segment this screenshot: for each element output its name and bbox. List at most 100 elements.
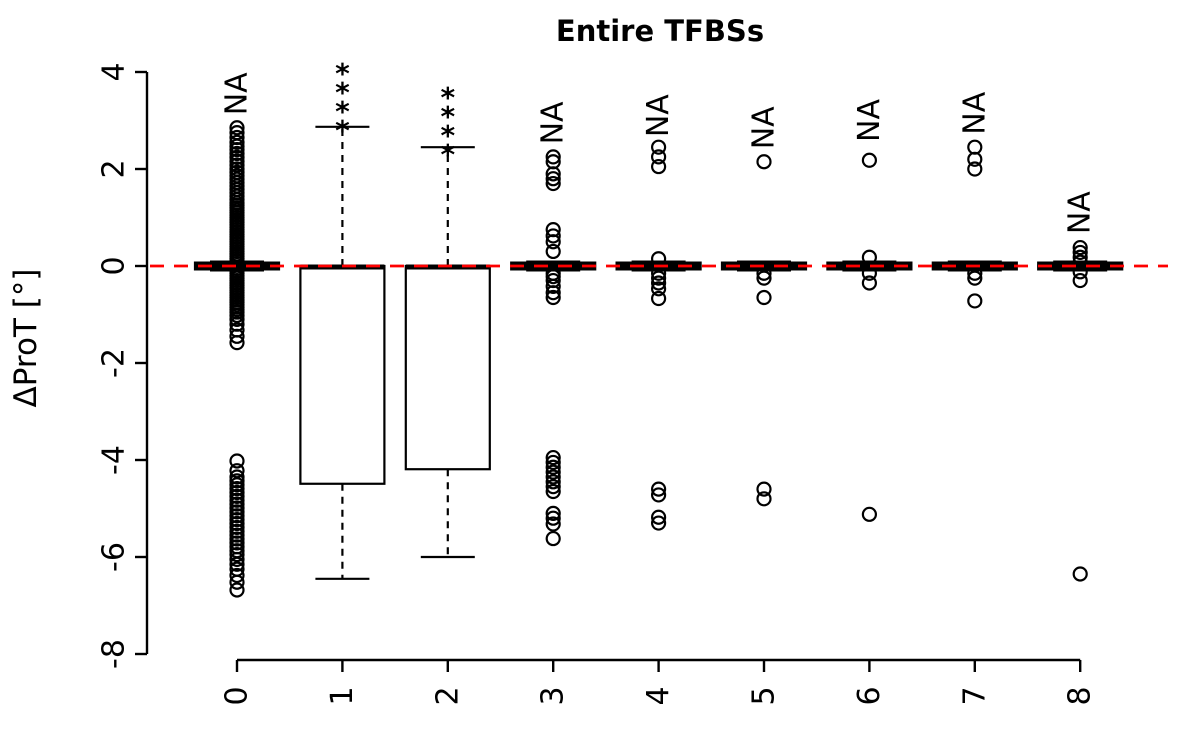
- significance-star: *: [440, 138, 455, 171]
- box-group-1: ****: [299, 57, 386, 580]
- na-label: NA: [747, 106, 782, 149]
- na-label: NA: [641, 94, 676, 137]
- y-tick-label: 2: [97, 159, 132, 178]
- box-group-2: ****: [404, 81, 491, 559]
- outlier-point: [545, 464, 561, 480]
- outlier-point: [967, 151, 983, 167]
- outlier-point: [650, 139, 667, 155]
- box-group-7: NA: [931, 91, 1018, 309]
- significance-star: *: [335, 114, 350, 147]
- significance-star: *: [335, 57, 350, 90]
- outlier-point: [650, 515, 667, 531]
- chart-title: Entire TFBSs: [556, 14, 764, 48]
- outlier-point: [967, 270, 983, 286]
- plot-area: 420-2-4-6-80 1 2 3 4 5 6 7 8NA ********NA NA NA NA NA…: [97, 57, 1168, 706]
- outlier-point: [1072, 272, 1088, 289]
- x-tick-label: 2: [430, 686, 465, 705]
- outlier-point: [861, 265, 878, 281]
- box-group-8: NA: [1037, 191, 1124, 582]
- x-tick-label: 6: [852, 686, 887, 705]
- outlier-point: [545, 474, 561, 490]
- significance-star: *: [335, 76, 350, 109]
- outlier-point: [229, 311, 245, 327]
- outlier-point: [545, 510, 561, 526]
- outlier-point: [229, 567, 245, 584]
- outlier-point: [545, 469, 561, 485]
- box-rect: [404, 264, 491, 471]
- x-tick-label: 0: [220, 686, 255, 705]
- outlier-point: [229, 335, 245, 351]
- outlier-point: [545, 454, 561, 471]
- outlier-point: [967, 293, 983, 309]
- x-tick-label: 5: [747, 686, 782, 705]
- box-group-6: NA: [826, 99, 913, 522]
- outlier-point: [1072, 244, 1088, 261]
- outlier-point: [545, 285, 561, 301]
- outlier-point: [756, 491, 772, 507]
- significance-star: *: [440, 100, 455, 133]
- outlier-point: [545, 289, 561, 306]
- outlier-point: [756, 289, 772, 306]
- significance-star: *: [440, 119, 455, 152]
- outlier-point: [545, 278, 561, 294]
- box-group-0: NA: [193, 72, 281, 598]
- y-tick-label: -2: [97, 348, 132, 378]
- box-group-5: NA: [720, 106, 808, 507]
- outlier-point: [229, 328, 245, 344]
- na-label: NA: [220, 72, 255, 115]
- outlier-point: [545, 459, 561, 475]
- outlier-point: [1072, 254, 1088, 270]
- outlier-point: [861, 152, 878, 168]
- outlier-point: [229, 120, 245, 136]
- outlier-point: [545, 171, 561, 187]
- outlier-point: [967, 161, 983, 177]
- outlier-point: [545, 166, 561, 182]
- outlier-point: [229, 546, 245, 563]
- significance-star: *: [335, 95, 350, 128]
- y-tick-label: 4: [97, 62, 132, 81]
- outlier-point: [650, 281, 667, 297]
- outlier-point: [545, 449, 561, 466]
- y-tick-label: -8: [97, 639, 132, 669]
- outlier-point: [861, 506, 878, 522]
- y-tick-label: -6: [97, 542, 132, 572]
- outlier-point: [756, 481, 772, 497]
- outlier-point: [545, 505, 561, 521]
- outlier-point: [545, 228, 561, 244]
- outlier-point: [650, 290, 667, 307]
- outlier-point: [650, 275, 667, 291]
- outlier-point: [545, 483, 561, 500]
- x-tick-label: 3: [536, 686, 571, 705]
- outlier-point: [229, 582, 245, 598]
- outlier-point: [545, 516, 561, 532]
- outlier-point: [545, 175, 561, 192]
- na-label: NA: [536, 101, 571, 144]
- outlier-point: [229, 574, 245, 590]
- outlier-point: [1072, 264, 1088, 280]
- outlier-point: [1072, 249, 1088, 265]
- box-group-3: NA: [510, 101, 597, 547]
- outlier-point: [756, 154, 772, 170]
- na-label: NA: [852, 99, 887, 142]
- outlier-point: [1072, 566, 1088, 582]
- x-tick-label: 7: [957, 686, 992, 705]
- outlier-point: [545, 530, 561, 547]
- outlier-point: [650, 158, 667, 175]
- y-tick-label: -4: [97, 445, 132, 475]
- x-tick-label: 4: [641, 686, 676, 705]
- box-group-4: NA: [615, 94, 702, 531]
- y-axis-label: ΔProT [°]: [8, 269, 44, 408]
- outlier-point: [229, 551, 245, 568]
- outlier-point: [650, 149, 667, 165]
- outlier-point: [545, 479, 561, 495]
- outlier-point: [650, 481, 667, 497]
- x-tick-label: 8: [1063, 686, 1098, 705]
- box-rect: [299, 264, 386, 485]
- outlier-point: [650, 270, 667, 286]
- outlier-point: [650, 509, 667, 525]
- na-label: NA: [957, 91, 992, 134]
- outlier-point: [545, 149, 561, 165]
- na-label: NA: [1063, 191, 1098, 234]
- outlier-point: [1072, 239, 1088, 256]
